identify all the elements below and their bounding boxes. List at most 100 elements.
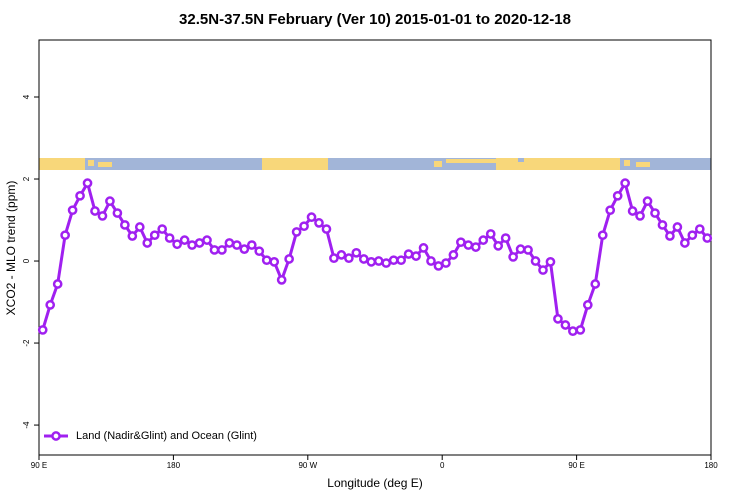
data-point bbox=[411, 251, 421, 261]
data-point bbox=[194, 238, 205, 248]
data-point bbox=[120, 220, 130, 230]
data-point bbox=[523, 245, 533, 255]
x-tick-label: 180 bbox=[167, 461, 181, 470]
data-point bbox=[627, 206, 638, 216]
data-point bbox=[60, 230, 70, 241]
data-point bbox=[127, 231, 138, 241]
data-point bbox=[605, 205, 616, 216]
data-point bbox=[149, 230, 160, 241]
data-point bbox=[441, 258, 451, 268]
data-point bbox=[142, 238, 153, 248]
data-point bbox=[694, 224, 705, 234]
data-point bbox=[336, 250, 347, 260]
data-point bbox=[366, 257, 377, 267]
data-point bbox=[575, 325, 586, 335]
data-point bbox=[381, 258, 392, 268]
data-point bbox=[358, 254, 369, 264]
x-tick-label: 0 bbox=[440, 461, 445, 470]
data-point bbox=[485, 229, 496, 239]
data-point bbox=[433, 261, 444, 271]
data-point bbox=[403, 249, 414, 259]
data-point bbox=[232, 240, 242, 250]
data-point bbox=[306, 212, 317, 223]
data-point bbox=[590, 279, 601, 289]
y-tick-label: 4 bbox=[22, 94, 31, 99]
data-point bbox=[37, 325, 48, 335]
data-point bbox=[254, 246, 265, 257]
data-point bbox=[246, 240, 257, 250]
data-point bbox=[164, 233, 175, 243]
data-point bbox=[224, 238, 235, 248]
data-point bbox=[75, 190, 85, 201]
data-point bbox=[112, 208, 123, 218]
x-tick-label: 180 bbox=[704, 461, 718, 470]
data-point bbox=[90, 206, 100, 216]
data-point bbox=[553, 314, 563, 324]
x-tick-label: 90 W bbox=[298, 461, 317, 470]
legend-marker bbox=[51, 431, 61, 441]
x-tick-label: 90 E bbox=[31, 461, 47, 470]
data-point bbox=[448, 250, 459, 260]
data-point bbox=[538, 265, 548, 275]
data-point bbox=[418, 243, 429, 253]
data-point bbox=[620, 178, 630, 188]
data-point bbox=[560, 320, 571, 330]
data-point bbox=[217, 245, 227, 255]
data-point bbox=[582, 300, 593, 310]
data-point bbox=[635, 211, 645, 221]
data-point bbox=[321, 224, 332, 234]
data-point bbox=[269, 257, 280, 267]
data-point bbox=[45, 300, 56, 310]
data-point bbox=[478, 235, 489, 245]
data-point bbox=[702, 233, 713, 243]
data-point bbox=[597, 230, 608, 241]
data-point bbox=[157, 224, 168, 234]
data-point bbox=[52, 279, 63, 289]
x-tick-label: 90 E bbox=[568, 461, 584, 470]
data-point bbox=[508, 252, 518, 262]
chart-title: 32.5N-37.5N February (Ver 10) 2015-01-01… bbox=[179, 11, 571, 28]
data-point bbox=[665, 231, 675, 241]
data-point bbox=[568, 326, 578, 337]
data-point bbox=[261, 255, 272, 266]
data-point bbox=[657, 220, 668, 230]
data-point bbox=[172, 239, 182, 250]
data-point bbox=[642, 196, 653, 207]
data-point bbox=[373, 256, 384, 266]
y-tick-label: -4 bbox=[22, 421, 31, 429]
data-point bbox=[314, 218, 324, 228]
data-point bbox=[456, 237, 466, 248]
data-point bbox=[284, 254, 294, 264]
data-point bbox=[515, 244, 526, 254]
legend-label: Land (Nadir&Glint) and Ocean (Glint) bbox=[76, 430, 257, 442]
data-point bbox=[209, 245, 220, 255]
data-point bbox=[493, 241, 504, 251]
data-point bbox=[187, 240, 197, 250]
data-point bbox=[134, 222, 145, 232]
y-tick-label: 2 bbox=[22, 176, 31, 181]
data-point bbox=[105, 196, 115, 207]
data-point bbox=[276, 275, 287, 285]
data-point bbox=[299, 221, 309, 232]
y-axis-label: XCO2 - MLO trend (ppm) bbox=[4, 181, 18, 316]
data-point bbox=[82, 178, 93, 188]
data-point bbox=[530, 256, 541, 266]
data-point bbox=[344, 253, 354, 264]
data-point bbox=[612, 190, 623, 201]
data-point bbox=[67, 205, 78, 216]
data-point bbox=[650, 208, 660, 218]
data-point bbox=[179, 235, 190, 245]
y-tick-label: 0 bbox=[22, 258, 31, 263]
data-point bbox=[202, 235, 212, 245]
data-point bbox=[351, 247, 362, 258]
data-point bbox=[680, 238, 690, 248]
y-tick-label: -2 bbox=[22, 339, 31, 347]
data-point bbox=[329, 253, 339, 264]
data-point bbox=[545, 257, 556, 267]
x-axis-label: Longitude (deg E) bbox=[327, 476, 422, 490]
data-point bbox=[470, 242, 481, 252]
data-point bbox=[687, 230, 698, 241]
data-point bbox=[426, 256, 436, 266]
